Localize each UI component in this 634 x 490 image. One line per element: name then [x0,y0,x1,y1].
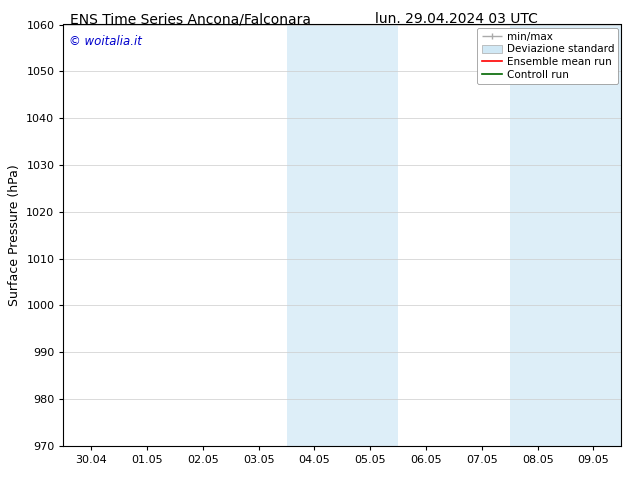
Text: ENS Time Series Ancona/Falconara: ENS Time Series Ancona/Falconara [70,12,311,26]
Bar [287,24,398,446]
Y-axis label: Surface Pressure (hPa): Surface Pressure (hPa) [8,164,21,306]
Text: © woitalia.it: © woitalia.it [69,35,142,48]
Legend: min/max, Deviazione standard, Ensemble mean run, Controll run: min/max, Deviazione standard, Ensemble m… [477,27,618,84]
Text: lun. 29.04.2024 03 UTC: lun. 29.04.2024 03 UTC [375,12,538,26]
Bar [510,24,621,446]
